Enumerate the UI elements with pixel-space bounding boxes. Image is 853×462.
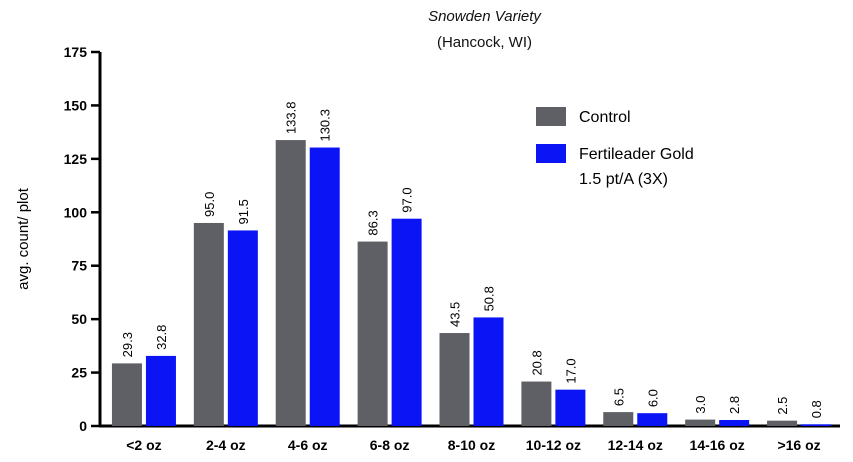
data-label: 97.0 xyxy=(400,187,415,212)
legend-label-line2: 1.5 pt/A (3X) xyxy=(579,171,668,188)
legend-label-fertileader-gold: Fertileader Gold xyxy=(579,146,694,163)
data-label: 50.8 xyxy=(482,286,497,311)
chart-legend: Control Fertileader Gold 1.5 pt/A (3X) xyxy=(536,107,694,188)
y-tick-label: 25 xyxy=(71,365,87,381)
bar-fertileader-gold xyxy=(719,420,750,426)
bar-fertileader-gold xyxy=(555,389,586,426)
bar-control xyxy=(685,419,716,426)
data-label: 86.3 xyxy=(366,210,381,235)
chart-subtitle-location: (Hancock, WI) xyxy=(436,34,532,51)
chart-subtitle-variety: Snowden Variety xyxy=(428,8,541,25)
bar-control xyxy=(275,140,306,426)
data-label: 2.5 xyxy=(775,397,790,415)
data-label: 95.0 xyxy=(202,192,217,217)
y-tick-label: 150 xyxy=(64,97,88,113)
bar-control xyxy=(357,241,388,426)
y-tick-label: 175 xyxy=(64,44,88,60)
data-label: 20.8 xyxy=(529,350,544,375)
x-tick-label: >16 oz xyxy=(777,437,820,453)
x-tick-label: 8-10 oz xyxy=(448,437,495,453)
legend-label-control: Control xyxy=(579,109,631,126)
x-tick-label: 10-12 oz xyxy=(526,437,581,453)
bar-control xyxy=(767,420,798,426)
x-tick-label: 12-14 oz xyxy=(608,437,663,453)
x-tick-label: 6-8 oz xyxy=(370,437,410,453)
bar-fertileader-gold xyxy=(637,413,668,426)
bar-control xyxy=(603,412,634,426)
y-tick-label: 75 xyxy=(71,258,87,274)
data-label: 43.5 xyxy=(448,302,463,327)
data-label: 130.3 xyxy=(318,109,333,142)
x-tick-label: 14-16 oz xyxy=(690,437,745,453)
data-label: 32.8 xyxy=(154,325,169,350)
bar-control xyxy=(111,363,142,426)
y-tick-label: 50 xyxy=(71,311,87,327)
data-label: 17.0 xyxy=(563,358,578,383)
data-label: 2.8 xyxy=(727,396,742,414)
y-tick-label: 125 xyxy=(64,151,88,167)
bar-fertileader-gold xyxy=(227,230,258,426)
chart-bars: 29.3 32.8 95.0 91.5 133.8 130.3 86.3 97.0 43.5 50… xyxy=(111,102,832,427)
bar-fertileader-gold xyxy=(473,317,504,426)
x-tick-label: 4-6 oz xyxy=(288,437,328,453)
data-label: 0.8 xyxy=(809,400,824,418)
data-label: 6.0 xyxy=(645,389,660,407)
bar-fertileader-gold xyxy=(801,424,832,426)
bar-fertileader-gold xyxy=(391,218,422,426)
data-label: 29.3 xyxy=(120,332,135,357)
x-tick-label: 2-4 oz xyxy=(206,437,246,453)
data-label: 3.0 xyxy=(693,396,708,414)
data-label: 6.5 xyxy=(611,388,626,406)
y-axis-title: avg. count/ plot xyxy=(15,187,32,290)
bar-control xyxy=(439,333,470,426)
bar-fertileader-gold xyxy=(145,355,176,426)
x-tick-label: <2 oz xyxy=(126,437,161,453)
bar-fertileader-gold xyxy=(309,147,340,427)
y-tick-label: 100 xyxy=(64,204,88,220)
legend-swatch-control xyxy=(536,107,566,126)
data-label: 133.8 xyxy=(284,102,299,135)
data-label: 91.5 xyxy=(236,199,251,224)
bar-control xyxy=(521,381,552,426)
y-tick-label: 0 xyxy=(79,418,87,434)
bar-control xyxy=(193,222,224,426)
legend-swatch-fertileader-gold xyxy=(536,144,566,163)
